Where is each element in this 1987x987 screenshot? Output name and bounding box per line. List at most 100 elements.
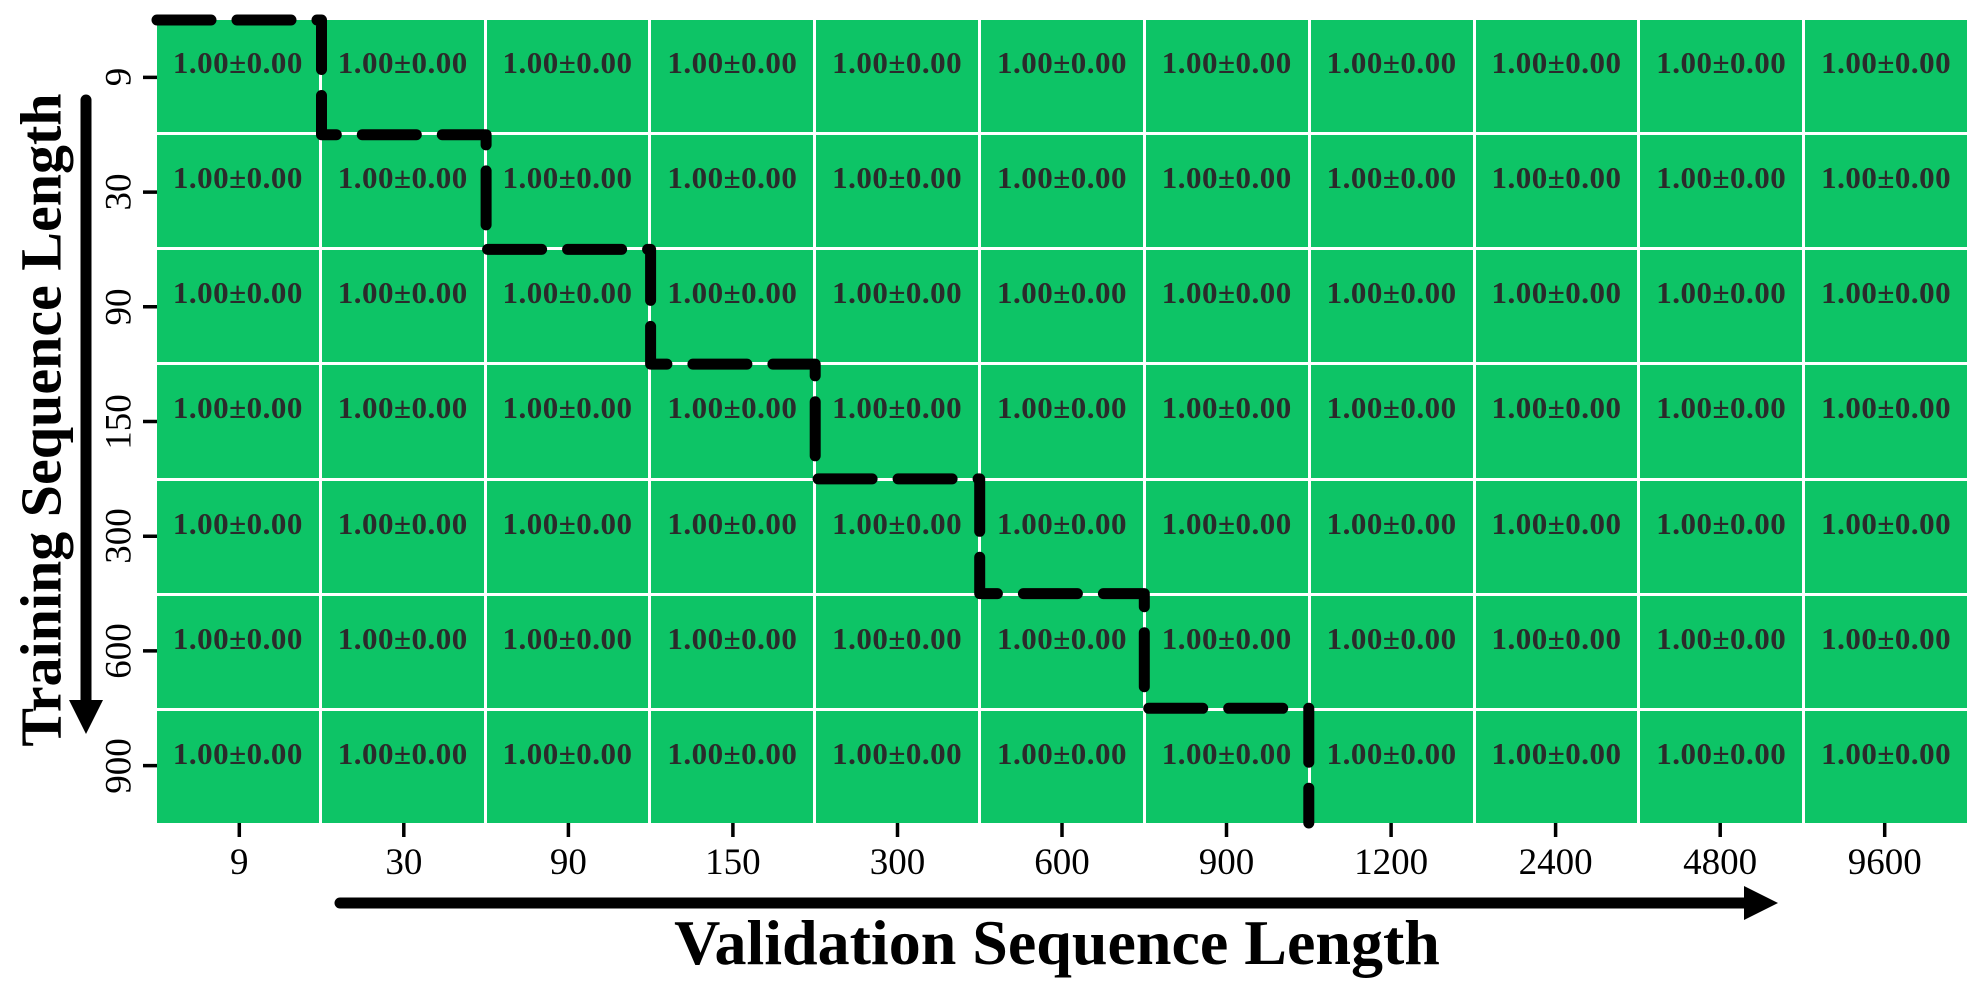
x-axis-arrowhead bbox=[1744, 886, 1778, 920]
heatmap-cell: 1.00±0.00 bbox=[1310, 20, 1473, 133]
heatmap-cell: 1.00±0.00 bbox=[1805, 365, 1967, 478]
heatmap-cell: 1.00±0.00 bbox=[1145, 480, 1308, 593]
heatmap-cell: 1.00±0.00 bbox=[816, 250, 979, 363]
heatmap-cell: 1.00±0.00 bbox=[321, 710, 484, 823]
heatmap-cell: 1.00±0.00 bbox=[321, 20, 484, 133]
heatmap-cell: 1.00±0.00 bbox=[486, 365, 649, 478]
x-tick-label: 9 bbox=[230, 842, 249, 883]
heatmap-cell: 1.00±0.00 bbox=[981, 595, 1143, 708]
heatmap-cell: 1.00±0.00 bbox=[651, 135, 814, 248]
heatmap-cell: 1.00±0.00 bbox=[1640, 135, 1803, 248]
heatmap-cell: 1.00±0.00 bbox=[1145, 710, 1308, 823]
heatmap-cell: 1.00±0.00 bbox=[486, 710, 649, 823]
heatmap-cell: 1.00±0.00 bbox=[1475, 250, 1638, 363]
heatmap-cell: 1.00±0.00 bbox=[1805, 480, 1967, 593]
heatmap-cell: 1.00±0.00 bbox=[486, 480, 649, 593]
x-axis-title: Validation Sequence Length bbox=[674, 907, 1440, 978]
y-tick-label: 600 bbox=[98, 623, 140, 679]
heatmap-cell: 1.00±0.00 bbox=[1805, 20, 1967, 133]
heatmap-cell: 1.00±0.00 bbox=[651, 595, 814, 708]
heatmap-cell: 1.00±0.00 bbox=[1640, 480, 1803, 593]
heatmap-cell: 1.00±0.00 bbox=[981, 135, 1143, 248]
y-tick-label: 150 bbox=[98, 393, 140, 450]
heatmap-cell: 1.00±0.00 bbox=[321, 250, 484, 363]
heatmap-cell: 1.00±0.00 bbox=[486, 250, 649, 363]
x-tick-label: 900 bbox=[1198, 842, 1255, 883]
x-tick-label: 2400 bbox=[1518, 842, 1593, 883]
heatmap-cell: 1.00±0.00 bbox=[157, 595, 319, 708]
heatmap-cell: 1.00±0.00 bbox=[1640, 595, 1803, 708]
heatmap-cell: 1.00±0.00 bbox=[1640, 250, 1803, 363]
heatmap-cell: 1.00±0.00 bbox=[1310, 365, 1473, 478]
heatmap-cell: 1.00±0.00 bbox=[816, 595, 979, 708]
heatmap-cell: 1.00±0.00 bbox=[486, 595, 649, 708]
heatmap-cell: 1.00±0.00 bbox=[1145, 595, 1308, 708]
heatmap-cell: 1.00±0.00 bbox=[1145, 20, 1308, 133]
heatmap-cell: 1.00±0.00 bbox=[321, 480, 484, 593]
x-tick-label: 90 bbox=[549, 842, 587, 883]
heatmap-cell: 1.00±0.00 bbox=[981, 480, 1143, 593]
heatmap-cell: 1.00±0.00 bbox=[157, 365, 319, 478]
heatmap-cell: 1.00±0.00 bbox=[1805, 135, 1967, 248]
heatmap-cell: 1.00±0.00 bbox=[157, 20, 319, 133]
heatmap-cell: 1.00±0.00 bbox=[651, 20, 814, 133]
x-tick-label: 150 bbox=[705, 842, 761, 883]
heatmap-cell: 1.00±0.00 bbox=[1145, 135, 1308, 248]
heatmap-cell: 1.00±0.00 bbox=[157, 135, 319, 248]
heatmap-cell: 1.00±0.00 bbox=[486, 135, 649, 248]
heatmap-cell: 1.00±0.00 bbox=[1475, 135, 1638, 248]
y-tick-marks bbox=[143, 75, 157, 768]
heatmap-cell: 1.00±0.00 bbox=[651, 480, 814, 593]
x-tick-label: 30 bbox=[385, 842, 423, 883]
y-axis-title: Training Sequence Length bbox=[8, 93, 74, 747]
heatmap-cell: 1.00±0.00 bbox=[1640, 710, 1803, 823]
heatmap-cell: 1.00±0.00 bbox=[1145, 250, 1308, 363]
heatmap-cell: 1.00±0.00 bbox=[1145, 365, 1308, 478]
heatmap-cell: 1.00±0.00 bbox=[1640, 365, 1803, 478]
heatmap-cell: 1.00±0.00 bbox=[321, 135, 484, 248]
x-tick-label: 9600 bbox=[1847, 842, 1922, 883]
heatmap-cell: 1.00±0.00 bbox=[1310, 250, 1473, 363]
heatmap-cell: 1.00±0.00 bbox=[1475, 365, 1638, 478]
heatmap-cell: 1.00±0.00 bbox=[981, 20, 1143, 133]
heatmap-cell: 1.00±0.00 bbox=[1310, 135, 1473, 248]
heatmap-cell: 1.00±0.00 bbox=[1805, 710, 1967, 823]
y-tick-label: 300 bbox=[98, 508, 140, 564]
heatmap-cell: 1.00±0.00 bbox=[651, 250, 814, 363]
y-tick-label: 900 bbox=[98, 737, 140, 794]
heatmap-cell: 1.00±0.00 bbox=[1310, 595, 1473, 708]
heatmap-cell: 1.00±0.00 bbox=[651, 710, 814, 823]
x-tick-label: 600 bbox=[1034, 842, 1090, 883]
heatmap-cell: 1.00±0.00 bbox=[1805, 595, 1967, 708]
x-tick-marks bbox=[237, 823, 1887, 837]
heatmap-cell: 1.00±0.00 bbox=[816, 135, 979, 248]
heatmap-cell: 1.00±0.00 bbox=[816, 710, 979, 823]
heatmap-cell: 1.00±0.00 bbox=[1475, 20, 1638, 133]
heatmap-cell: 1.00±0.00 bbox=[1475, 710, 1638, 823]
heatmap-cell: 1.00±0.00 bbox=[486, 20, 649, 133]
heatmap-cell: 1.00±0.00 bbox=[816, 365, 979, 478]
heatmap-cell: 1.00±0.00 bbox=[981, 710, 1143, 823]
heatmap-cell: 1.00±0.00 bbox=[321, 365, 484, 478]
heatmap-cell: 1.00±0.00 bbox=[981, 365, 1143, 478]
heatmap-grid: 1.00±0.00 1.00±0.00 1.00±0.00 1.00±0.00 1.00… bbox=[157, 20, 1967, 823]
heatmap-cell: 1.00±0.00 bbox=[157, 250, 319, 363]
heatmap-cell: 1.00±0.00 bbox=[321, 595, 484, 708]
heatmap-cell: 1.00±0.00 bbox=[1310, 480, 1473, 593]
heatmap-cell: 1.00±0.00 bbox=[1640, 20, 1803, 133]
y-tick-label: 30 bbox=[98, 173, 140, 211]
x-tick-label: 300 bbox=[869, 842, 926, 883]
heatmap-cell: 1.00±0.00 bbox=[157, 480, 319, 593]
heatmap-cell: 1.00±0.00 bbox=[157, 710, 319, 823]
x-tick-label: 1200 bbox=[1354, 842, 1429, 883]
heatmap-cell: 1.00±0.00 bbox=[1475, 480, 1638, 593]
heatmap-cell: 1.00±0.00 bbox=[816, 20, 979, 133]
heatmap-cell: 1.00±0.00 bbox=[981, 250, 1143, 363]
heatmap-cell: 1.00±0.00 bbox=[816, 480, 979, 593]
heatmap-cell: 1.00±0.00 bbox=[1805, 250, 1967, 363]
x-tick-label: 4800 bbox=[1683, 842, 1758, 883]
y-tick-label: 90 bbox=[98, 288, 140, 326]
heatmap-cell: 1.00±0.00 bbox=[651, 365, 814, 478]
heatmap-cell: 1.00±0.00 bbox=[1310, 710, 1473, 823]
